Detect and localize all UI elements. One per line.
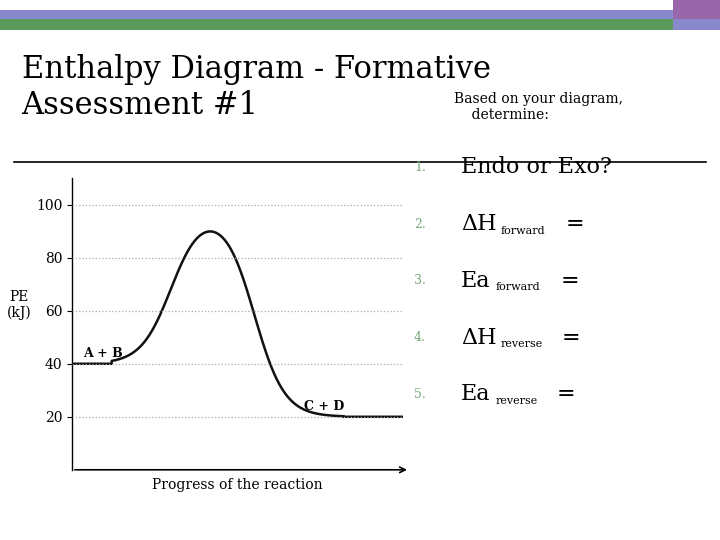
Text: 4.: 4. xyxy=(414,331,426,344)
Text: 3.: 3. xyxy=(414,274,426,287)
Text: C + D: C + D xyxy=(304,400,344,413)
Text: =: = xyxy=(565,213,584,235)
Text: 1.: 1. xyxy=(414,161,426,174)
Text: ΔH: ΔH xyxy=(461,327,496,348)
Text: Based on your diagram,
    determine:: Based on your diagram, determine: xyxy=(454,92,623,122)
X-axis label: Progress of the reaction: Progress of the reaction xyxy=(153,478,323,492)
Text: Ea: Ea xyxy=(461,270,490,292)
Text: PE
(kJ): PE (kJ) xyxy=(7,290,32,320)
Text: Endo or Exo?: Endo or Exo? xyxy=(461,157,612,178)
Text: reverse: reverse xyxy=(500,339,543,349)
Text: =: = xyxy=(557,383,575,405)
Text: forward: forward xyxy=(495,282,540,292)
Text: 2.: 2. xyxy=(414,218,426,231)
Text: reverse: reverse xyxy=(495,396,538,406)
Text: A + B: A + B xyxy=(84,347,123,360)
Text: =: = xyxy=(560,270,579,292)
Text: 5.: 5. xyxy=(414,388,426,401)
Text: =: = xyxy=(562,327,580,348)
Text: Enthalpy Diagram - Formative
Assessment #1: Enthalpy Diagram - Formative Assessment … xyxy=(22,54,490,121)
Text: Ea: Ea xyxy=(461,383,490,405)
Text: ΔH: ΔH xyxy=(461,213,496,235)
Text: forward: forward xyxy=(500,226,545,235)
